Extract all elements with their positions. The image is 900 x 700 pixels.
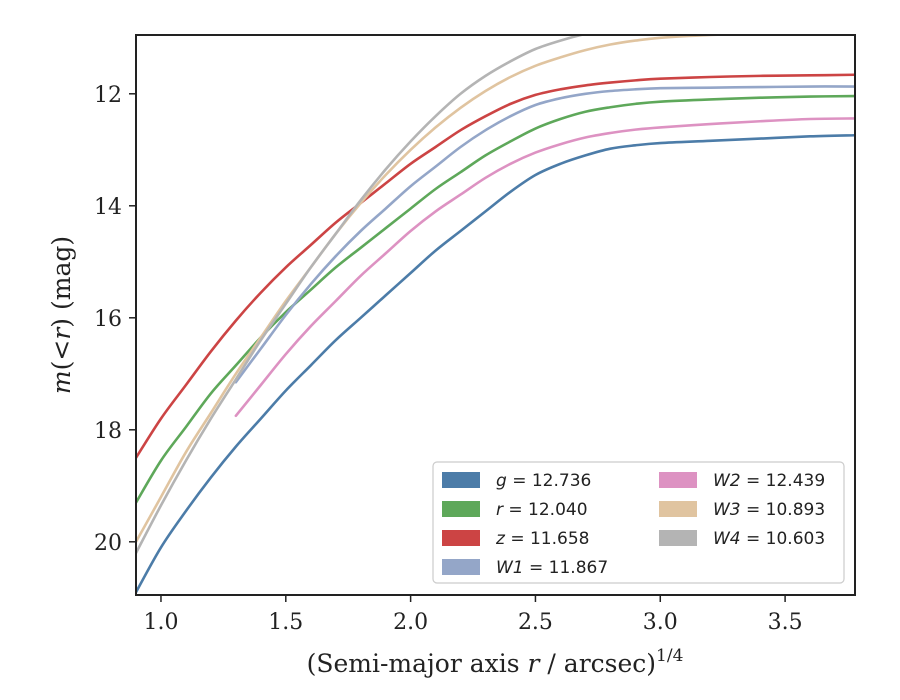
series-line-w1 xyxy=(234,85,855,384)
y-axis: 12 14 16 18 20 xyxy=(94,83,136,556)
series-line-r xyxy=(136,94,855,504)
y-tick-label: 20 xyxy=(94,531,122,556)
legend-entry-w4: W4 = 10.603 xyxy=(659,529,825,549)
legend-entry-g: g = 12.736 xyxy=(442,471,591,491)
x-tick-label: 3.5 xyxy=(768,610,803,635)
legend-entry-z: z = 11.658 xyxy=(442,529,589,549)
legend-swatch xyxy=(442,501,480,517)
legend-label: g = 12.736 xyxy=(496,471,591,491)
legend-entry-w1: W1 = 11.867 xyxy=(442,558,608,578)
series-line-z xyxy=(136,73,855,460)
legend-entry-w3: W3 = 10.893 xyxy=(659,500,825,520)
legend-entry-w2: W2 = 12.439 xyxy=(659,471,825,491)
legend-swatch xyxy=(442,530,480,546)
series-lines xyxy=(136,35,855,594)
legend-label: W4 = 10.603 xyxy=(713,529,825,549)
y-tick-label: 14 xyxy=(94,195,122,220)
legend-label: W1 = 11.867 xyxy=(496,558,608,578)
x-axis: 1.0 1.5 2.0 2.5 3.0 3.5 xyxy=(143,595,803,635)
legend-swatch xyxy=(659,501,697,517)
legend-label: r = 12.040 xyxy=(496,500,588,520)
legend-entry-r: r = 12.040 xyxy=(442,500,588,520)
x-axis-label: (Semi-major axis r / arcsec)1/4 xyxy=(307,646,684,678)
x-tick-label: 3.0 xyxy=(643,610,678,635)
series-line-g xyxy=(136,133,855,594)
plot-frame xyxy=(135,34,856,596)
x-tick-label: 2.0 xyxy=(393,610,428,635)
legend: g = 12.736 r = 12.040 z = 11.658 W1 = 11.86… xyxy=(432,461,845,584)
series-line-w4 xyxy=(136,35,587,555)
legend-swatch xyxy=(659,530,697,546)
legend-swatch xyxy=(442,472,480,488)
y-tick-label: 18 xyxy=(94,419,122,444)
legend-box xyxy=(432,461,845,584)
x-tick-label: 2.5 xyxy=(518,610,553,635)
y-tick-label: 16 xyxy=(94,307,122,332)
legend-label: z = 11.658 xyxy=(495,529,589,549)
legend-label: W2 = 12.439 xyxy=(713,471,825,491)
legend-swatch xyxy=(659,472,697,488)
x-tick-label: 1.0 xyxy=(143,610,178,635)
x-tick-label: 1.5 xyxy=(268,610,303,635)
y-tick-label: 12 xyxy=(94,83,122,108)
legend-swatch xyxy=(442,559,480,575)
series-line-w2 xyxy=(234,117,855,418)
series-line-w3 xyxy=(136,35,747,544)
y-axis-label: m(<r) (mag) xyxy=(47,236,76,394)
legend-label: W3 = 10.893 xyxy=(713,500,825,520)
